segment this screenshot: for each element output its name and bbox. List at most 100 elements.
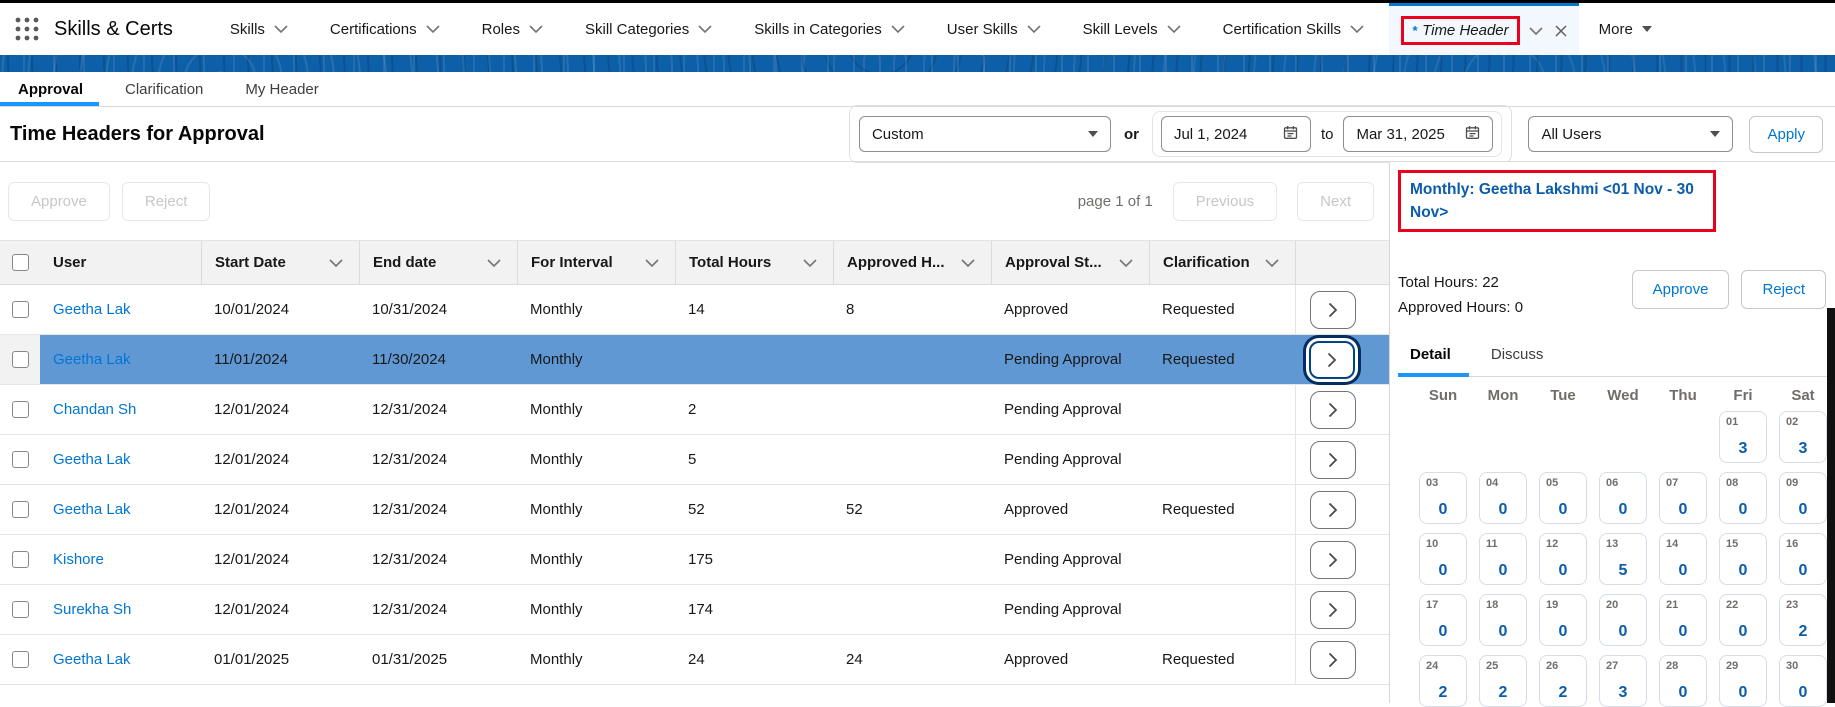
chevron-down-icon[interactable] (1027, 25, 1041, 33)
chevron-down-icon[interactable] (1350, 25, 1364, 33)
table-row[interactable]: Geetha Lak 10/01/2024 10/31/2024 Monthly 14 8… (0, 285, 1389, 335)
chevron-down-icon[interactable] (698, 25, 712, 33)
calendar-day-cell[interactable]: 30 0 (1779, 655, 1827, 707)
chevron-down-icon[interactable] (329, 258, 343, 267)
calendar-day-cell[interactable]: 08 0 (1719, 472, 1767, 524)
chevron-down-icon[interactable] (645, 258, 659, 267)
approve-button[interactable]: Approve (1631, 270, 1730, 309)
apply-filters-button[interactable]: Apply (1749, 115, 1823, 153)
reject-button[interactable]: Reject (1741, 270, 1826, 309)
tab-discuss[interactable]: Discuss (1490, 346, 1544, 363)
row-detail-arrow-button[interactable] (1310, 540, 1356, 579)
select-all-checkbox[interactable] (11, 254, 29, 271)
nav-item-skills-in-categories[interactable]: Skills in Categories (733, 3, 926, 55)
nav-item-skill-levels[interactable]: Skill Levels (1062, 3, 1202, 55)
table-row[interactable]: Geetha Lak 01/01/2025 01/31/2025 Monthly 24 2… (0, 635, 1389, 685)
nav-item-skill-categories[interactable]: Skill Categories (564, 3, 733, 55)
calendar-day-cell[interactable]: 05 0 (1539, 472, 1587, 524)
chevron-down-icon[interactable] (274, 25, 288, 33)
chevron-down-icon[interactable] (1167, 25, 1181, 33)
calendar-day-cell[interactable]: 06 0 (1599, 472, 1647, 524)
row-checkbox[interactable] (11, 551, 29, 568)
table-row[interactable]: Chandan Sh 12/01/2024 12/31/2024 Monthly 2 Pe… (0, 385, 1389, 435)
chevron-down-icon[interactable] (1529, 26, 1543, 35)
calendar-day-cell[interactable]: 20 0 (1599, 594, 1647, 646)
nav-item-roles[interactable]: Roles (461, 3, 564, 55)
calendar-day-cell[interactable]: 04 0 (1479, 472, 1527, 524)
calendar-day-cell[interactable]: 11 0 (1479, 533, 1527, 585)
row-checkbox[interactable] (11, 351, 29, 368)
nav-more-menu[interactable]: More (1579, 3, 1672, 55)
bulk-reject-button[interactable]: Reject (121, 181, 211, 221)
row-checkbox[interactable] (11, 501, 29, 518)
row-checkbox[interactable] (11, 601, 29, 618)
column-header-for-interval[interactable]: For Interval (517, 241, 675, 284)
calendar-icon[interactable] (1465, 125, 1480, 144)
row-detail-arrow-button[interactable] (1310, 290, 1356, 329)
column-header-clarification[interactable]: Clarification (1149, 241, 1295, 284)
calendar-day-cell[interactable]: 10 0 (1419, 533, 1467, 585)
column-header-approval-st[interactable]: Approval St... (991, 241, 1149, 284)
column-header-end-date[interactable]: End date (359, 241, 517, 284)
calendar-day-cell[interactable]: 17 0 (1419, 594, 1467, 646)
table-row[interactable]: Kishore 12/01/2024 12/31/2024 Monthly 175 Pen… (0, 535, 1389, 585)
range-preset-select[interactable]: Custom (858, 116, 1111, 152)
nav-item-skills[interactable]: Skills (209, 3, 309, 55)
nav-item-certification-skills[interactable]: Certification Skills (1202, 3, 1385, 55)
subtab-clarification[interactable]: Clarification (125, 80, 204, 98)
row-detail-arrow-button[interactable] (1310, 490, 1356, 529)
calendar-day-cell[interactable]: 15 0 (1719, 533, 1767, 585)
calendar-day-cell[interactable]: 07 0 (1659, 472, 1707, 524)
calendar-day-cell[interactable]: 26 2 (1539, 655, 1587, 707)
subtab-approval[interactable]: Approval (0, 72, 100, 106)
next-page-button[interactable]: Next (1297, 181, 1374, 221)
nav-item-user-skills[interactable]: User Skills (926, 3, 1062, 55)
calendar-day-cell[interactable]: 02 3 (1779, 411, 1827, 463)
calendar-day-cell[interactable]: 21 0 (1659, 594, 1707, 646)
chevron-down-icon[interactable] (529, 25, 543, 33)
calendar-day-cell[interactable]: 28 0 (1659, 655, 1707, 707)
chevron-down-icon[interactable] (1119, 258, 1133, 267)
table-row[interactable]: Geetha Lak 12/01/2024 12/31/2024 Monthly 5 Pe… (0, 435, 1389, 485)
chevron-down-icon[interactable] (961, 258, 975, 267)
calendar-day-cell[interactable]: 19 0 (1539, 594, 1587, 646)
app-launcher-icon[interactable] (14, 16, 40, 42)
chevron-down-icon[interactable] (426, 25, 440, 33)
bulk-approve-button[interactable]: Approve (8, 181, 110, 221)
calendar-icon[interactable] (1283, 125, 1298, 144)
calendar-day-cell[interactable]: 27 3 (1599, 655, 1647, 707)
chevron-down-icon[interactable] (1265, 258, 1279, 267)
column-header-total-hours[interactable]: Total Hours (675, 241, 833, 284)
date-to-input[interactable]: Mar 31, 2025 (1343, 116, 1494, 152)
column-header-start-date[interactable]: Start Date (201, 241, 359, 284)
column-header-user[interactable]: User (40, 241, 201, 284)
tab-detail[interactable]: Detail (1398, 340, 1469, 377)
row-detail-arrow-button[interactable] (1309, 340, 1355, 379)
table-row[interactable]: Surekha Sh 12/01/2024 12/31/2024 Monthly 174… (0, 585, 1389, 635)
column-header-approved-h[interactable]: Approved H... (833, 241, 991, 284)
table-row[interactable]: Geetha Lak 12/01/2024 12/31/2024 Monthly 52 5… (0, 485, 1389, 535)
row-detail-arrow-button[interactable] (1310, 640, 1356, 679)
row-detail-arrow-button[interactable] (1310, 390, 1356, 429)
user-link[interactable]: Surekha Sh (53, 601, 132, 618)
previous-page-button[interactable]: Previous (1172, 181, 1278, 221)
close-tab-icon[interactable] (1555, 24, 1567, 37)
chevron-down-icon[interactable] (487, 258, 501, 267)
calendar-day-cell[interactable]: 01 3 (1719, 411, 1767, 463)
calendar-day-cell[interactable]: 29 0 (1719, 655, 1767, 707)
nav-tab-time-header[interactable]: * Time Header (1389, 3, 1579, 55)
chevron-down-icon[interactable] (803, 258, 817, 267)
row-detail-arrow-button[interactable] (1310, 440, 1356, 479)
calendar-day-cell[interactable]: 09 0 (1779, 472, 1827, 524)
date-from-input[interactable]: Jul 1, 2024 (1160, 116, 1311, 152)
calendar-day-cell[interactable]: 25 2 (1479, 655, 1527, 707)
user-link[interactable]: Kishore (53, 551, 104, 568)
user-link[interactable]: Geetha Lak (53, 351, 131, 368)
subtab-my-header[interactable]: My Header (245, 80, 319, 98)
user-link[interactable]: Geetha Lak (53, 301, 131, 318)
calendar-day-cell[interactable]: 18 0 (1479, 594, 1527, 646)
nav-item-certifications[interactable]: Certifications (309, 3, 461, 55)
row-checkbox[interactable] (11, 401, 29, 418)
calendar-day-cell[interactable]: 16 0 (1779, 533, 1827, 585)
table-row[interactable]: Geetha Lak 11/01/2024 11/30/2024 Monthly Pen… (0, 335, 1389, 385)
